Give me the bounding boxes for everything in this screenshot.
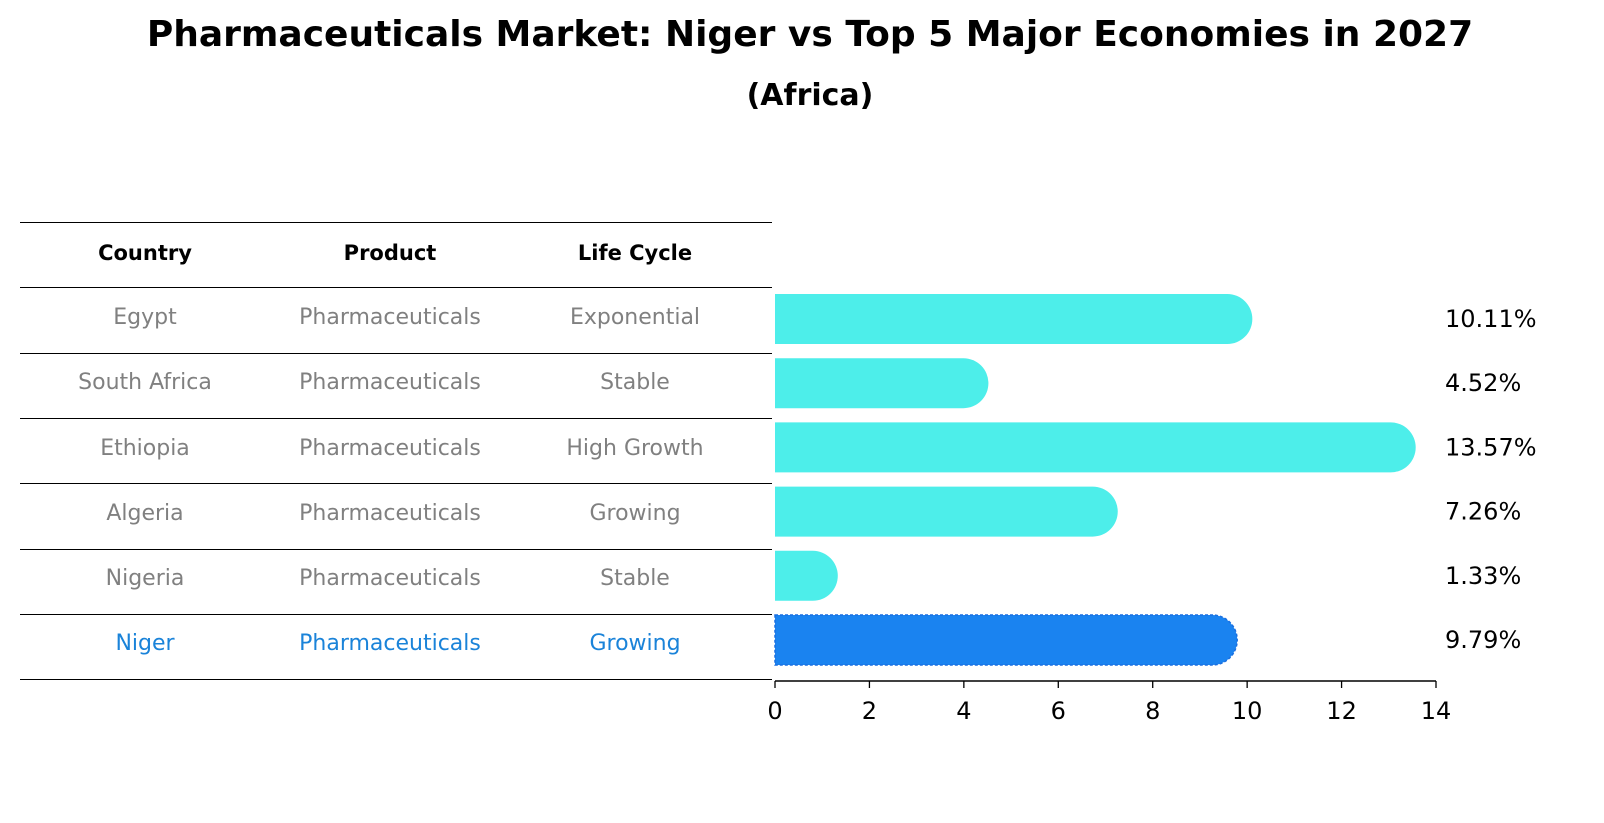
- bar-value-label: 7.26%: [1445, 498, 1521, 526]
- bar-niger: [774, 614, 1238, 666]
- table-cell: Egypt: [113, 304, 177, 330]
- x-tick-label: 8: [1145, 697, 1160, 725]
- bar-south-africa: [775, 358, 989, 409]
- bar-ethiopia: [775, 422, 1416, 473]
- x-tick-label: 4: [956, 697, 971, 725]
- x-tick-label: 10: [1232, 697, 1263, 725]
- table-cell: Pharmaceuticals: [299, 304, 481, 330]
- table-rule: [20, 417, 772, 419]
- table-cell: Pharmaceuticals: [299, 500, 481, 526]
- table-cell: Pharmaceuticals: [299, 370, 481, 396]
- bar-nigeria: [775, 550, 838, 601]
- table-cell: South Africa: [78, 370, 212, 396]
- x-tick-label: 2: [862, 697, 877, 725]
- x-tick-label: 14: [1421, 697, 1452, 725]
- table-cell: Stable: [600, 370, 670, 396]
- table-cell: Ethiopia: [100, 435, 190, 461]
- table-header-2: Product: [343, 240, 437, 265]
- table-cell: Algeria: [106, 500, 184, 526]
- bar-value-label: 13.57%: [1445, 433, 1537, 461]
- table-cell: Exponential: [569, 304, 701, 330]
- table-rule: [20, 483, 772, 485]
- table-cell: Growing: [589, 631, 681, 657]
- bar-value-label: 10.11%: [1445, 305, 1537, 333]
- table-rule: [20, 222, 772, 223]
- bar-value-label: 1.33%: [1445, 562, 1521, 590]
- table-cell: Pharmaceuticals: [299, 566, 481, 592]
- x-tick-label: 12: [1326, 697, 1357, 725]
- bar-value-label: 4.52%: [1445, 369, 1521, 397]
- x-tick-label: 0: [767, 697, 782, 725]
- chart-subtitle: (Africa): [746, 78, 874, 113]
- table-rule: [20, 352, 772, 354]
- bar-value-label: 9.79%: [1445, 626, 1521, 654]
- table-cell: Niger: [115, 631, 175, 657]
- bar-egypt: [775, 294, 1253, 344]
- table-rule: [20, 287, 772, 289]
- table-rule: [20, 613, 772, 615]
- table-header-1: Country: [98, 240, 192, 265]
- table-cell: Pharmaceuticals: [299, 435, 481, 461]
- bar-algeria: [775, 486, 1118, 537]
- table-header-3: Life Cycle: [577, 240, 693, 265]
- table-cell: High Growth: [566, 435, 704, 461]
- table-cell: Stable: [600, 566, 670, 592]
- table-cell: Growing: [589, 500, 681, 526]
- table-rule: [20, 548, 772, 550]
- table-rule: [20, 679, 772, 681]
- table-cell: Nigeria: [105, 566, 185, 592]
- x-tick-label: 6: [1051, 697, 1066, 725]
- chart-title: Pharmaceuticals Market: Niger vs Top 5 M…: [146, 14, 1474, 55]
- table-cell: Pharmaceuticals: [299, 631, 481, 657]
